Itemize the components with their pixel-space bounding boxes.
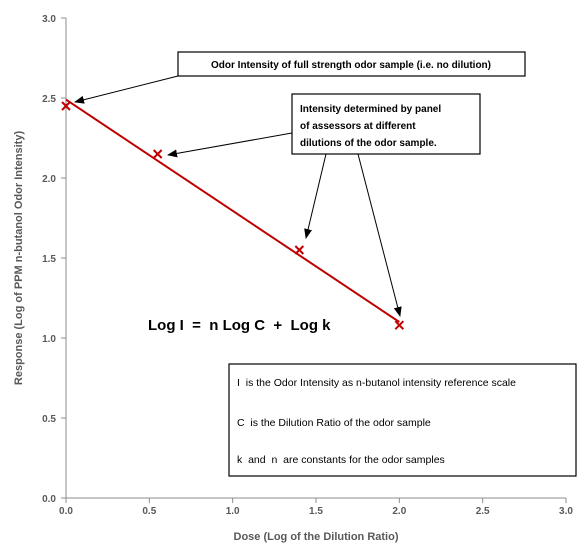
legend-line-constants: k and n are constants for the odor sampl…	[237, 454, 445, 466]
callout-panel: Intensity determined by panel of assesso…	[167, 93, 481, 317]
callout-full-strength-text: Odor Intensity of full strength odor sam…	[211, 60, 491, 71]
x-tick-label: 3.0	[559, 506, 573, 517]
data-points	[61, 101, 405, 330]
callout-full-strength: Odor Intensity of full strength odor sam…	[74, 51, 526, 104]
trendline-layer	[65, 98, 400, 323]
y-axis-label: Response (Log of PPM n-butanol Odor Inte…	[13, 131, 25, 386]
x-tick-label: 2.5	[476, 506, 490, 517]
legend-box-frame	[228, 363, 577, 477]
data-point	[152, 149, 163, 159]
data-point	[294, 245, 305, 255]
y-tick-label: 3.0	[42, 14, 56, 25]
y-tick-label: 2.0	[42, 174, 56, 185]
data-point	[394, 320, 405, 330]
y-tick-label: 2.5	[42, 94, 56, 105]
callout-panel-arrow-3	[357, 153, 402, 317]
x-ticks: 0.0 0.5 1.0 1.5 2.0 2.5 3.0	[59, 498, 573, 517]
legend-line-intensity: I is the Odor Intensity as n-butanol int…	[237, 377, 516, 389]
trendline	[65, 98, 400, 323]
x-axis-label: Dose (Log of the Dilution Ratio)	[234, 531, 399, 543]
callout-panel-arrow-2	[304, 153, 327, 239]
data-point	[61, 101, 71, 111]
equation-text: Log I = n Log C + Log k	[148, 317, 331, 334]
callout-panel-line-2: of assessors at different	[300, 121, 416, 132]
y-tick-label: 1.5	[42, 254, 56, 265]
y-tick-label: 0.0	[42, 494, 56, 505]
callout-full-strength-box	[177, 51, 526, 77]
y-tick-label: 1.0	[42, 334, 56, 345]
callout-panel-line-3: dilutions of the odor sample.	[300, 138, 437, 149]
x-tick-label: 0.0	[59, 506, 73, 517]
legend-line-dilution: C is the Dilution Ratio of the odor samp…	[237, 417, 431, 429]
callout-panel-line-1: Intensity determined by panel	[300, 104, 441, 115]
callout-full-strength-arrow	[74, 75, 179, 104]
callout-panel-arrow-1	[167, 132, 293, 158]
x-tick-label: 0.5	[142, 506, 156, 517]
x-tick-label: 1.0	[226, 506, 240, 517]
callout-panel-box	[291, 93, 481, 155]
legend-box: I is the Odor Intensity as n-butanol int…	[228, 363, 577, 477]
x-tick-label: 2.0	[392, 506, 406, 517]
y-tick-label: 0.5	[42, 414, 56, 425]
x-tick-label: 1.5	[309, 506, 323, 517]
y-ticks: 0.0 0.5 1.0 1.5 2.0 2.5 3.0	[42, 14, 66, 505]
